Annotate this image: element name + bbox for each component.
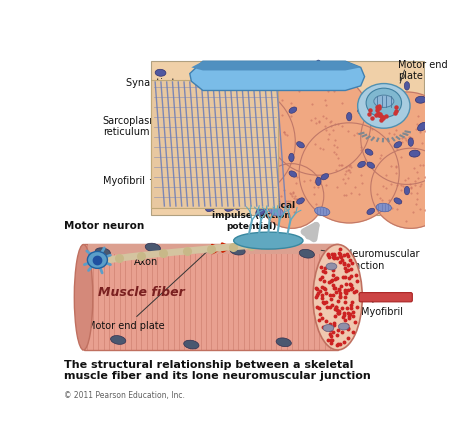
- Ellipse shape: [178, 171, 186, 177]
- Ellipse shape: [225, 204, 235, 211]
- Polygon shape: [191, 61, 361, 70]
- Ellipse shape: [358, 161, 365, 168]
- Ellipse shape: [289, 153, 294, 162]
- Ellipse shape: [367, 162, 374, 168]
- Ellipse shape: [159, 165, 169, 173]
- Ellipse shape: [394, 198, 402, 204]
- Ellipse shape: [235, 202, 240, 210]
- Ellipse shape: [95, 248, 110, 256]
- Ellipse shape: [346, 112, 352, 121]
- FancyBboxPatch shape: [151, 61, 424, 215]
- Text: Motor end plate: Motor end plate: [87, 250, 209, 331]
- Text: Muscle fiber: Muscle fiber: [98, 286, 185, 299]
- FancyBboxPatch shape: [151, 80, 278, 207]
- Circle shape: [266, 70, 371, 175]
- Ellipse shape: [163, 139, 173, 145]
- Ellipse shape: [87, 252, 108, 268]
- Ellipse shape: [408, 138, 413, 146]
- Ellipse shape: [358, 83, 410, 128]
- Ellipse shape: [235, 74, 240, 83]
- Ellipse shape: [315, 207, 330, 216]
- Text: Sarcoplasmic
reticulum: Sarcoplasmic reticulum: [103, 116, 192, 137]
- Ellipse shape: [169, 92, 180, 99]
- Ellipse shape: [297, 142, 304, 148]
- Ellipse shape: [365, 91, 373, 97]
- Ellipse shape: [74, 244, 93, 350]
- Ellipse shape: [374, 95, 394, 107]
- Ellipse shape: [184, 340, 199, 349]
- Ellipse shape: [358, 109, 365, 115]
- Text: Motor end
plate: Motor end plate: [398, 60, 447, 81]
- Ellipse shape: [289, 107, 297, 113]
- Ellipse shape: [256, 207, 265, 215]
- Ellipse shape: [206, 203, 216, 211]
- Ellipse shape: [394, 142, 402, 148]
- Text: © 2011 Pearson Education, Inc.: © 2011 Pearson Education, Inc.: [64, 391, 185, 400]
- Ellipse shape: [316, 177, 321, 186]
- Text: Path of electrical
impulse (action
potential): Path of electrical impulse (action poten…: [208, 201, 295, 231]
- Polygon shape: [88, 244, 337, 254]
- Ellipse shape: [313, 244, 362, 350]
- Text: Motor neuron: Motor neuron: [64, 221, 145, 231]
- Ellipse shape: [155, 69, 166, 76]
- Ellipse shape: [178, 107, 186, 113]
- Text: Synaptic terminal: Synaptic terminal: [126, 75, 289, 88]
- Ellipse shape: [316, 60, 321, 69]
- Ellipse shape: [367, 208, 374, 215]
- Ellipse shape: [409, 150, 420, 157]
- Ellipse shape: [154, 116, 164, 123]
- Ellipse shape: [366, 88, 401, 117]
- Circle shape: [361, 92, 453, 184]
- Ellipse shape: [326, 263, 337, 270]
- Ellipse shape: [321, 173, 328, 180]
- Ellipse shape: [110, 335, 126, 344]
- Ellipse shape: [264, 149, 272, 155]
- Ellipse shape: [323, 325, 334, 331]
- Ellipse shape: [264, 91, 272, 97]
- Circle shape: [371, 148, 451, 228]
- Ellipse shape: [418, 122, 427, 131]
- Ellipse shape: [230, 246, 245, 255]
- Ellipse shape: [338, 323, 349, 330]
- Ellipse shape: [234, 232, 303, 249]
- Circle shape: [299, 123, 399, 223]
- Text: Neuromuscular
junction: Neuromuscular junction: [321, 249, 420, 271]
- Text: muscle fiber and its lone neuromuscular junction: muscle fiber and its lone neuromuscular …: [64, 371, 371, 381]
- Text: The structural relationship between a skeletal: The structural relationship between a sk…: [64, 360, 354, 370]
- Text: Myofibril: Myofibril: [361, 299, 403, 317]
- Ellipse shape: [299, 249, 314, 258]
- Ellipse shape: [415, 96, 426, 103]
- Ellipse shape: [376, 203, 392, 212]
- Ellipse shape: [145, 243, 161, 252]
- Ellipse shape: [254, 173, 262, 180]
- Polygon shape: [190, 61, 365, 91]
- Polygon shape: [83, 244, 337, 350]
- FancyBboxPatch shape: [359, 293, 412, 302]
- Text: Axon: Axon: [134, 254, 170, 267]
- Circle shape: [259, 164, 324, 228]
- Ellipse shape: [365, 149, 373, 155]
- Ellipse shape: [404, 186, 410, 195]
- Ellipse shape: [289, 171, 297, 177]
- Ellipse shape: [297, 198, 304, 204]
- Ellipse shape: [269, 206, 283, 216]
- Circle shape: [180, 84, 295, 200]
- Ellipse shape: [276, 338, 292, 347]
- Text: Myofibril: Myofibril: [103, 176, 219, 186]
- Ellipse shape: [404, 82, 410, 90]
- Ellipse shape: [182, 192, 192, 200]
